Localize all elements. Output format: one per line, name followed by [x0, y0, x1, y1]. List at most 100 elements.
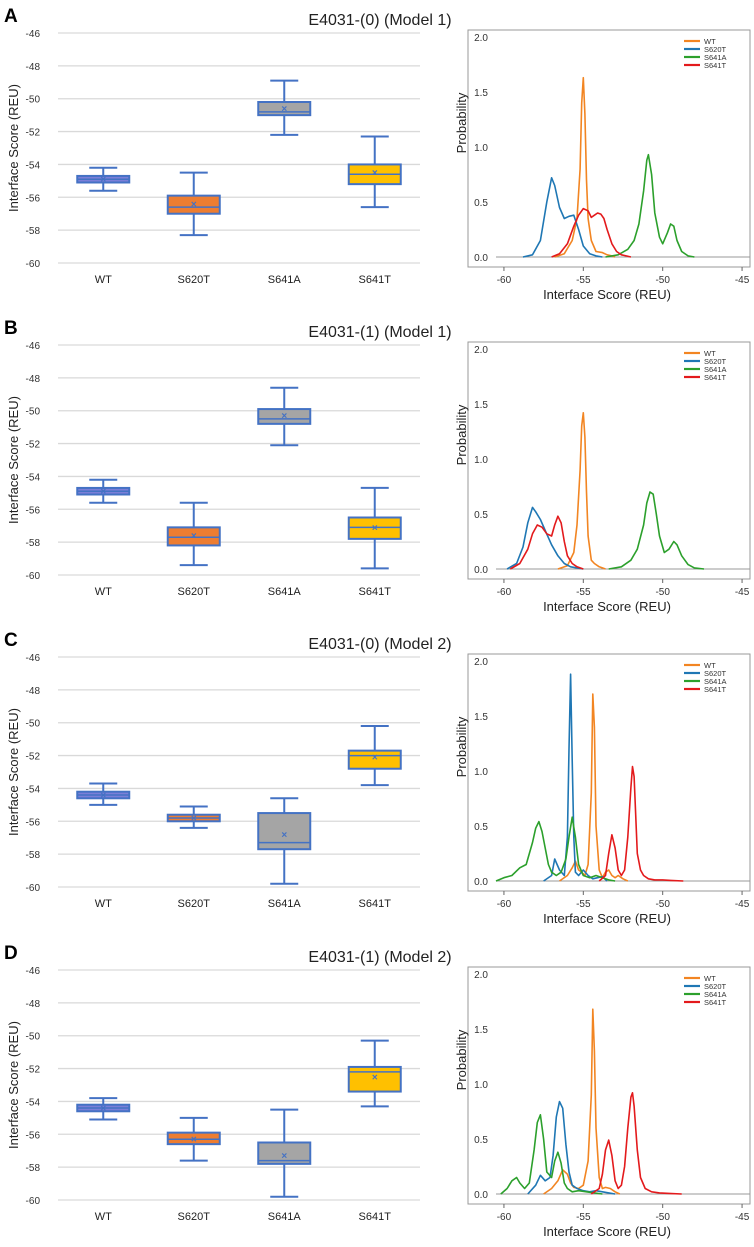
category-label: WT	[95, 586, 112, 598]
y-tick-label: -60	[26, 883, 41, 894]
y-tick-label: 1.0	[474, 143, 488, 154]
density-x-axis-label: Interface Score (REU)	[543, 599, 671, 614]
category-label: S620T	[178, 1211, 211, 1223]
density-curve-s641a	[500, 1114, 603, 1195]
density-frame	[467, 29, 751, 268]
y-tick-label: -60	[26, 571, 41, 582]
panel-letter: A	[4, 6, 18, 27]
y-tick-label: -58	[26, 226, 41, 237]
box-wt: ×	[76, 782, 131, 806]
category-label: WT	[95, 1211, 112, 1223]
legend-label: S641T	[704, 373, 727, 382]
panel-d: D E4031-(1) (Model 2) Interface Score (REU…	[4, 943, 751, 1239]
y-tick-label: -50	[26, 95, 41, 106]
y-tick-label: -52	[26, 440, 41, 451]
y-tick-label: -52	[26, 752, 41, 763]
box-s620t: ×	[166, 501, 221, 567]
panel-title: E4031-(1) (Model 2)	[308, 949, 451, 966]
x-tick-label: -45	[735, 1212, 750, 1223]
box-plot: Interface Score (REU) -46 -48 -50 -52 -54 -56 -…	[6, 341, 420, 598]
legend-label: S641A	[704, 677, 727, 686]
density-curve-s641a	[608, 491, 705, 570]
legend-label: S620T	[704, 45, 727, 54]
density-curve-s641t	[590, 1092, 682, 1195]
y-tick-label: -52	[26, 128, 41, 139]
density-curve-s641t	[509, 515, 584, 570]
mean-marker: ×	[100, 175, 106, 186]
y-tick-label: -48	[26, 374, 41, 385]
y-tick-label: -56	[26, 505, 41, 516]
mean-marker: ×	[100, 791, 106, 802]
x-tick-label: -45	[735, 587, 750, 598]
x-tick-label: -50	[655, 899, 670, 910]
mean-marker: ×	[191, 814, 197, 825]
density-x-axis-label: Interface Score (REU)	[543, 911, 671, 926]
panel-title: E4031-(1) (Model 1)	[308, 324, 451, 341]
x-tick-label: -50	[655, 1212, 670, 1223]
mean-marker: ×	[191, 1135, 197, 1146]
panel-letter: D	[4, 943, 18, 964]
x-tick-label: -55	[576, 899, 591, 910]
y-tick-label: 1.0	[474, 455, 488, 466]
y-tick-label: -50	[26, 407, 41, 418]
y-tick-label: 1.0	[474, 767, 488, 778]
density-curve-wt	[557, 412, 606, 570]
density-frame	[467, 966, 751, 1205]
panel-title: E4031-(0) (Model 2)	[308, 636, 451, 653]
x-tick-label: -55	[576, 587, 591, 598]
y-tick-label: -52	[26, 1065, 41, 1076]
y-tick-label: -46	[26, 966, 41, 977]
x-tick-label: -45	[735, 899, 750, 910]
box-y-axis-label: Interface Score (REU)	[6, 1021, 21, 1149]
legend-label: S620T	[704, 357, 727, 366]
box-s620t: ×	[166, 1116, 221, 1162]
category-label: WT	[95, 898, 112, 910]
box-s641t: ×	[347, 135, 402, 209]
box-wt: ×	[76, 478, 131, 504]
y-tick-label: 0.5	[474, 822, 488, 833]
box-plot: Interface Score (REU) -46 -48 -50 -52 -54 -56 -…	[6, 653, 420, 910]
panel-letter: C	[4, 630, 18, 651]
mean-marker: ×	[281, 1151, 287, 1162]
density-curve-s620t	[522, 177, 603, 258]
box-s641a: ×	[257, 79, 312, 136]
density-curve-s620t	[506, 506, 584, 570]
box-iqr	[166, 1131, 221, 1146]
density-frame	[467, 341, 751, 580]
box-plot: Interface Score (REU) -46 -48 -50 -52 -54 -56 -…	[6, 29, 420, 286]
mean-marker: ×	[281, 830, 287, 841]
box-wt: ×	[76, 1097, 131, 1121]
box-s641a: ×	[257, 386, 312, 447]
density-curve-wt	[554, 76, 616, 258]
density-curve-s641a	[495, 816, 616, 882]
y-tick-label: -50	[26, 1032, 41, 1043]
x-tick-label: -60	[497, 1212, 512, 1223]
density-plot: 0.0 0.5 1.0 1.5 2.0 -60 -55 -50 -45 Interface Sco…	[454, 966, 751, 1239]
legend-label: S620T	[704, 982, 727, 991]
y-tick-label: -46	[26, 341, 41, 352]
box-s641t: ×	[347, 1039, 402, 1108]
box-y-axis-label: Interface Score (REU)	[6, 396, 21, 524]
mean-marker: ×	[191, 199, 197, 210]
x-tick-label: -55	[576, 275, 591, 286]
y-tick-label: -48	[26, 999, 41, 1010]
x-tick-label: -50	[655, 275, 670, 286]
legend-label: S641A	[704, 365, 727, 374]
y-tick-label: -60	[26, 1196, 41, 1207]
box-iqr	[347, 1065, 402, 1093]
panel-title: E4031-(0) (Model 1)	[308, 12, 451, 29]
y-tick-label: -58	[26, 538, 41, 549]
panel-c: C E4031-(0) (Model 2)Interface Score (REU…	[4, 630, 751, 926]
x-tick-label: -60	[497, 275, 512, 286]
box-s620t: ×	[166, 805, 221, 829]
density-curve-s641a	[605, 153, 695, 258]
box-s641t: ×	[347, 486, 402, 570]
category-label: S641A	[268, 1211, 302, 1223]
legend-label: S620T	[704, 669, 727, 678]
category-label: S641T	[359, 586, 392, 598]
y-tick-label: 2.0	[474, 345, 488, 356]
